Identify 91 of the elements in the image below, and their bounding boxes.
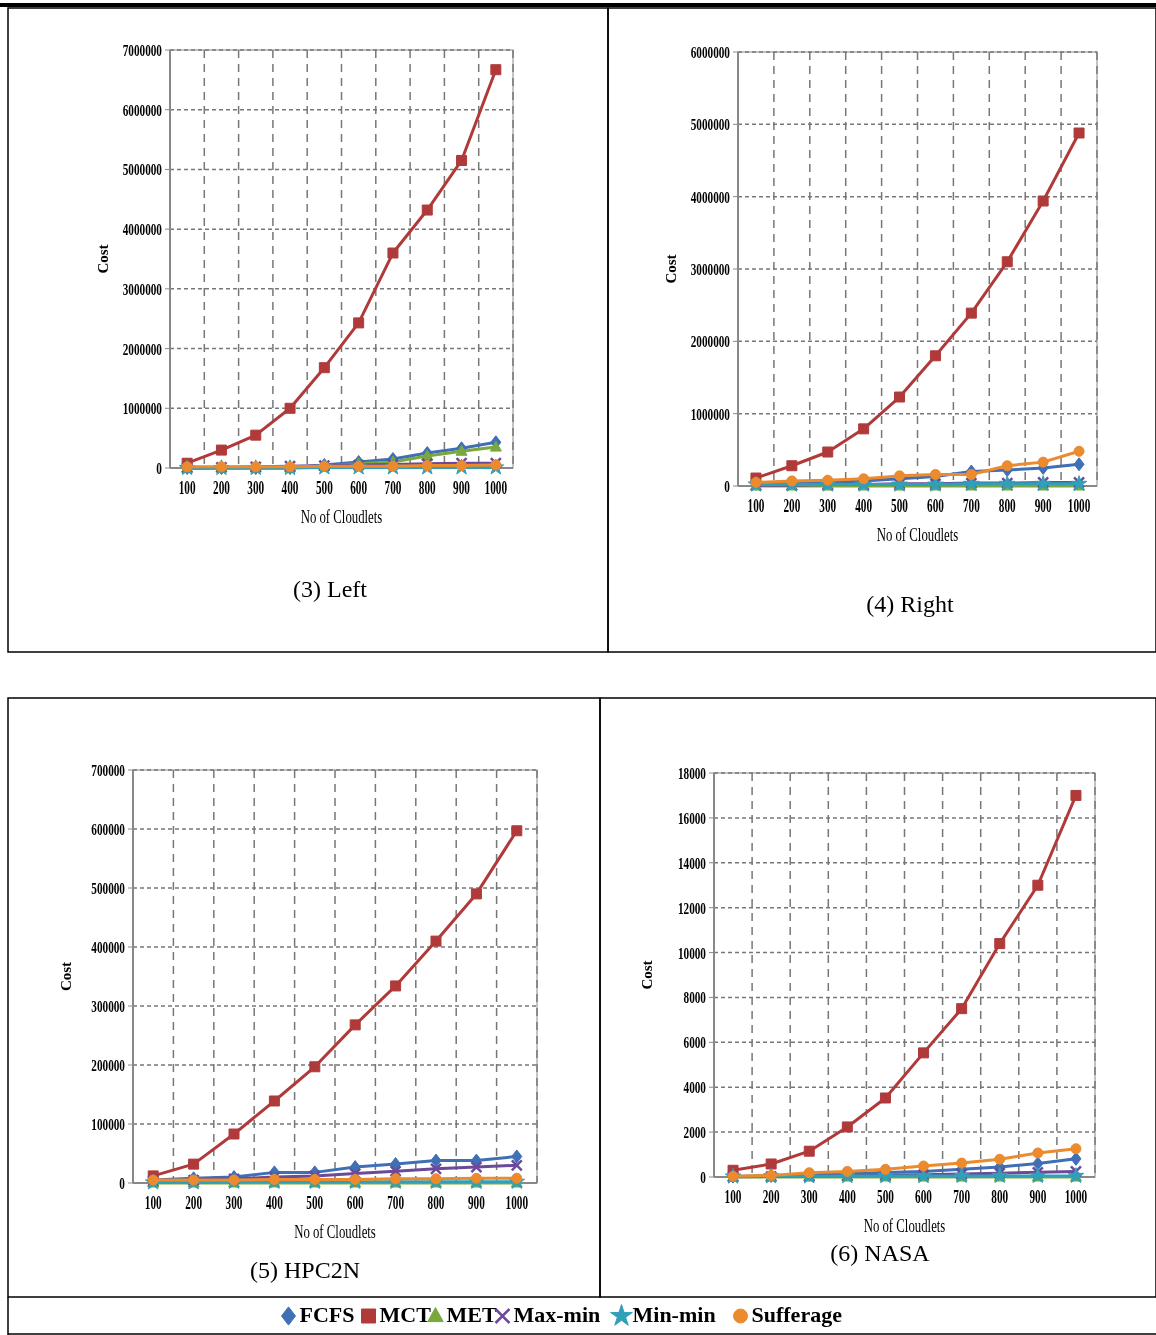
y-tick-label: 6000000 — [690, 42, 730, 62]
x-tick-label: 500 — [315, 478, 333, 498]
x-tick-label: 400 — [281, 478, 299, 498]
x-tick-label: 100 — [144, 1193, 162, 1213]
y-tick-label: 200000 — [91, 1055, 125, 1075]
y-tick-label: 12000 — [677, 898, 706, 918]
y-tick-label: 2000000 — [122, 339, 162, 359]
y-tick-label: 4000000 — [122, 219, 162, 239]
y-axis-title: Cost — [639, 960, 655, 990]
x-tick-label: 600 — [346, 1193, 364, 1213]
x-tick-label: 100 — [178, 478, 196, 498]
x-tick-label: 800 — [427, 1193, 445, 1213]
y-tick-label: 18000 — [677, 763, 706, 783]
x-tick-label: 1000 — [1064, 1187, 1088, 1207]
x-tick-label: 1000 — [484, 478, 508, 498]
x-tick-label: 700 — [953, 1187, 971, 1207]
y-tick-label: 0 — [700, 1167, 706, 1187]
y-tick-label: 10000 — [677, 943, 706, 963]
x-tick-label: 500 — [877, 1187, 894, 1207]
y-tick-label: 16000 — [677, 808, 706, 828]
x-tick-label: 200 — [783, 496, 801, 516]
x-tick-label: 1000 — [1067, 496, 1091, 516]
x-tick-label: 500 — [306, 1193, 324, 1213]
y-tick-label: 14000 — [677, 853, 706, 873]
text: (3) Left — [293, 576, 368, 602]
y-tick-label: 4000000 — [690, 187, 730, 207]
x-tick-label: 900 — [467, 1193, 485, 1213]
y-tick-label: 2000000 — [690, 331, 730, 351]
x-axis-title: No of Cloudlets — [294, 1220, 376, 1243]
y-axis-title: Cost — [58, 961, 74, 992]
y-tick-label: 0 — [156, 458, 162, 478]
y-tick-label: 4000 — [683, 1077, 706, 1097]
x-tick-label: 700 — [387, 1193, 405, 1213]
y-tick-label: 600000 — [91, 819, 125, 839]
y-tick-label: 3000000 — [122, 279, 162, 299]
y-tick-label: 5000000 — [690, 114, 730, 134]
x-tick-label: 900 — [1029, 1187, 1047, 1207]
legend-label: Min-min — [632, 1302, 716, 1327]
y-tick-label: 500000 — [91, 878, 125, 898]
x-tick-label: 800 — [418, 478, 436, 498]
x-tick-label: 800 — [991, 1187, 1009, 1207]
x-tick-label: 1000 — [505, 1193, 529, 1213]
x-tick-label: 400 — [838, 1187, 856, 1207]
y-tick-label: 5000000 — [122, 160, 162, 180]
x-tick-label: 200 — [762, 1187, 780, 1207]
x-tick-label: 700 — [384, 478, 402, 498]
x-tick-label: 300 — [800, 1187, 818, 1207]
y-tick-label: 700000 — [91, 760, 125, 780]
legend-label: Sufferage — [751, 1302, 843, 1327]
x-tick-label: 900 — [453, 478, 470, 498]
x-tick-label: 100 — [747, 496, 765, 516]
x-tick-label: 600 — [927, 496, 944, 516]
x-tick-label: 200 — [213, 478, 230, 498]
y-tick-label: 8000 — [683, 988, 706, 1008]
x-tick-label: 700 — [962, 496, 980, 516]
x-tick-label: 900 — [1034, 496, 1052, 516]
legend-label: Max-min — [513, 1302, 601, 1327]
x-tick-label: 500 — [891, 496, 908, 516]
text: (5) HPC2N — [249, 1257, 361, 1283]
x-tick-label: 300 — [819, 496, 837, 516]
legend-label: MCT — [379, 1302, 432, 1327]
y-tick-label: 300000 — [91, 996, 125, 1016]
y-tick-label: 6000000 — [122, 100, 162, 120]
x-tick-label: 400 — [855, 496, 873, 516]
x-tick-label: 200 — [185, 1193, 203, 1213]
y-tick-label: 7000000 — [122, 40, 162, 60]
legend-label: FCFS — [299, 1302, 355, 1327]
x-tick-label: 100 — [724, 1187, 742, 1207]
y-tick-label: 1000000 — [122, 398, 162, 418]
y-axis-title: Cost — [95, 244, 111, 274]
x-tick-label: 300 — [225, 1193, 243, 1213]
x-axis-title: No of Cloudlets — [863, 1214, 946, 1237]
text: (6) NASA — [830, 1240, 931, 1266]
x-tick-label: 300 — [247, 478, 265, 498]
y-tick-label: 100000 — [91, 1114, 125, 1134]
y-tick-label: 400000 — [91, 937, 125, 957]
y-tick-label: 1000000 — [690, 404, 730, 424]
x-tick-label: 600 — [915, 1187, 932, 1207]
x-tick-label: 800 — [998, 496, 1016, 516]
legend-label: MET — [446, 1302, 497, 1327]
y-tick-label: 3000000 — [690, 259, 730, 279]
y-tick-label: 6000 — [683, 1032, 706, 1052]
y-tick-label: 0 — [724, 476, 730, 496]
text: (4) Right — [866, 591, 954, 617]
y-axis-title: Cost — [663, 254, 679, 284]
x-tick-label: 600 — [350, 478, 368, 498]
y-tick-label: 0 — [119, 1173, 125, 1193]
y-tick-label: 2000 — [683, 1122, 706, 1142]
x-axis-title: No of Cloudlets — [876, 523, 959, 546]
x-tick-label: 400 — [265, 1193, 283, 1213]
x-axis-title: No of Cloudlets — [300, 505, 383, 528]
